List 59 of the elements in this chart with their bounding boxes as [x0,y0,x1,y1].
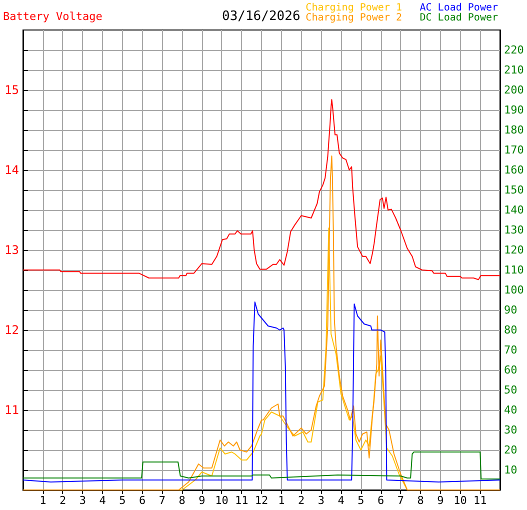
y-tick-label: 14 [4,163,19,177]
x-tick-label: 4 [338,494,345,507]
text: AC Load Power [420,2,498,14]
y2-tick-label: 40 [504,404,518,416]
x-tick-label: 9 [437,494,444,507]
y2-tick-label: 70 [504,344,518,356]
text: Charging Power 2 [306,12,402,24]
y2-tick-label: 170 [504,144,524,156]
x-tick-label: 1 [40,494,46,507]
x-tick-label: 2 [59,494,66,507]
y-tick-label: 11 [4,403,19,417]
x-tick-label: 6 [377,494,384,507]
x-tick-label: 8 [417,494,424,507]
y2-tick-label: 20 [504,444,518,456]
x-tick-label: 4 [99,494,106,507]
line-series [22,302,500,482]
x-tick-label: 5 [119,494,126,507]
x-tick-label: 8 [178,494,186,507]
y2-tick-label: 110 [504,264,524,276]
x-tick-label: 9 [198,494,206,507]
x-tick-label: 7 [397,494,404,507]
y2-tick-label: 50 [504,384,518,396]
x-tick-label: 10 [215,494,228,507]
y2-tick-label: 180 [504,124,524,136]
y2-tick-label: 210 [504,64,524,76]
y2-tick-label: 60 [504,364,518,376]
text: DC Load Power [420,12,498,24]
x-tick-label: 10 [454,494,467,507]
x-tick-label: 5 [358,494,364,507]
y2-tick-label: 120 [504,244,524,256]
y2-tick-label: 30 [504,424,518,436]
y2-tick-label: 130 [504,224,524,236]
y2-tick-label: 140 [504,204,524,216]
y2-tick-label: 10 [504,464,518,476]
y-tick-label: 12 [4,323,19,337]
line-series [22,99,500,280]
y2-tick-label: 90 [504,304,518,316]
y2-tick-label: 200 [504,84,524,96]
y2-tick-label: 80 [504,324,518,336]
chart-title: 03/16/2026 [222,9,300,24]
x-tick-label: 7 [158,494,166,507]
y-tick-label: 13 [4,243,19,257]
x-tick-label: 11 [474,494,487,507]
y2-tick-label: 220 [504,44,524,56]
x-tick-label: 12 [254,494,268,507]
x-tick-label: 11 [235,494,248,507]
x-tick-label: 2 [298,494,305,507]
text: Charging Power 1 [306,2,402,14]
y2-tick-label: 190 [504,104,524,116]
line-series [22,452,500,480]
x-tick-label: 3 [79,494,86,507]
x-tick-label: 1 [278,494,285,507]
x-tick-label: 3 [318,494,324,507]
y2-tick-label: 160 [504,164,524,176]
y2-tick-label: 100 [504,284,524,296]
y2-tick-label: 150 [504,184,524,196]
x-tick-label: 6 [138,494,146,507]
y-axis-title: Battery Voltage [3,10,102,23]
y-tick-label: 15 [4,83,19,97]
